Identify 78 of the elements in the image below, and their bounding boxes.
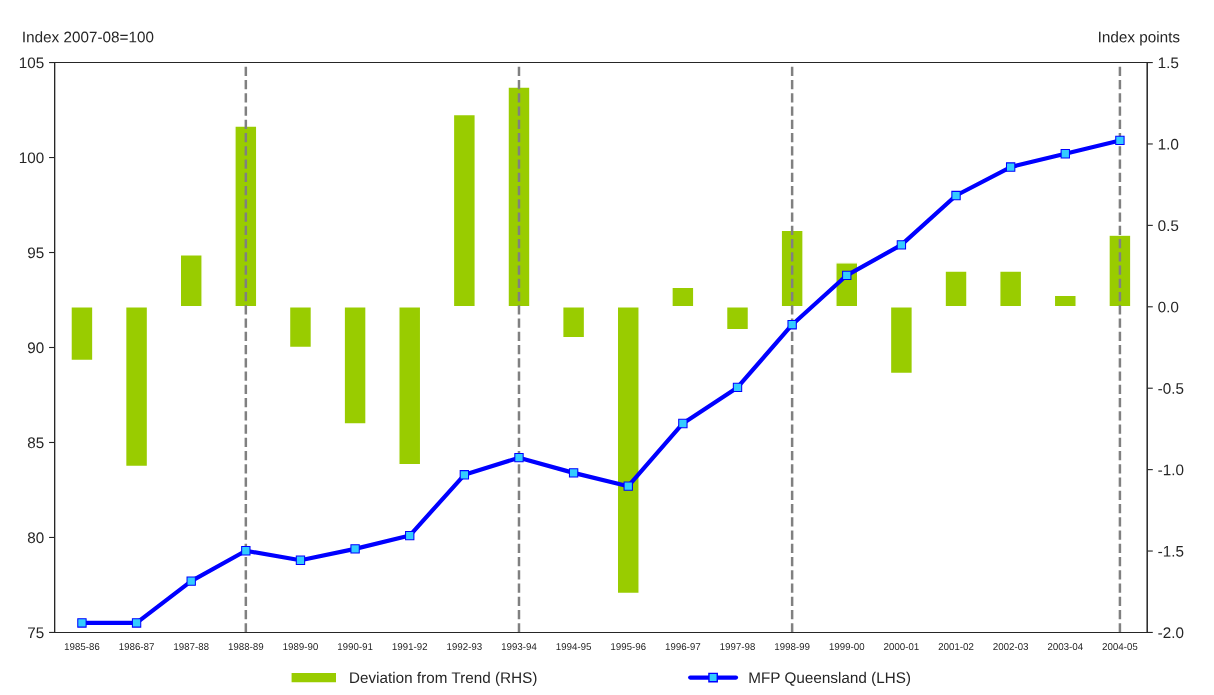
y-tick-label: 80 [27, 532, 44, 544]
x-tick-label: 1986-87 [119, 643, 154, 651]
point [186, 576, 196, 586]
y2-tick-label: 1.0 [1158, 138, 1179, 150]
bar [999, 270, 1023, 308]
point [241, 546, 251, 556]
x-tick-label: 1994-95 [556, 643, 592, 651]
x-tick-label: 2000-01 [884, 643, 919, 651]
y-tick-label: 105 [19, 57, 44, 69]
x-tick-label: 1997-98 [720, 643, 755, 651]
y2-axis-title: Index points [1099, 31, 1180, 46]
bar [944, 270, 968, 308]
y2-tick-label: -0.5 [1158, 383, 1184, 394]
x-tick-label: 1990-91 [338, 643, 373, 651]
point [459, 470, 470, 480]
bar [398, 306, 422, 466]
point [295, 555, 306, 565]
bar [70, 306, 94, 362]
y2-tick-label: 1.5 [1158, 57, 1179, 69]
bar [234, 125, 258, 308]
bar [507, 86, 531, 308]
bar [671, 286, 695, 308]
x-tick-label: 1995-96 [611, 643, 646, 651]
x-tick-label: 1989-90 [283, 643, 318, 651]
x-tick-label: 1993-94 [501, 643, 537, 651]
x-tick-label: 2003-04 [1047, 643, 1083, 651]
y2-tick-label: 0.5 [1158, 220, 1179, 232]
x-tick-label: 1998-99 [775, 643, 810, 651]
x-tick-label: 1992-93 [447, 643, 482, 651]
bar [616, 306, 640, 595]
point [350, 544, 360, 554]
point [896, 240, 907, 250]
x-tick-label: 2004-05 [1102, 643, 1138, 651]
point [568, 468, 579, 478]
point [514, 452, 524, 463]
bar [1053, 294, 1077, 308]
bar [179, 253, 203, 308]
bar [725, 306, 750, 331]
x-tick-label: 1996-97 [665, 643, 701, 651]
y-tick-label: 85 [27, 437, 44, 449]
legend-label: MFP Queensland (LHS) [749, 671, 911, 687]
y-tick-label: 75 [28, 627, 44, 639]
y2-tick-label: -1.0 [1158, 464, 1184, 476]
point [131, 618, 142, 628]
y2-tick-label: 0.0 [1158, 301, 1179, 313]
bar [343, 306, 367, 425]
x-tick-label: 1987-88 [174, 643, 209, 651]
point [732, 382, 743, 393]
point [1115, 135, 1125, 146]
x-tick-label: 1999-00 [829, 643, 865, 651]
x-tick-label: 1988-89 [228, 643, 264, 651]
point [787, 320, 797, 330]
x-tick-label: 1991-92 [392, 643, 428, 651]
bar [561, 306, 586, 339]
point [1005, 162, 1016, 172]
x-tick-label: 2002-03 [993, 643, 1029, 651]
point [77, 618, 87, 628]
y-tick-label: 95 [27, 247, 44, 259]
bar [889, 306, 914, 375]
point [951, 190, 961, 201]
bar [452, 113, 476, 308]
legend-label: Deviation from Trend (RHS) [350, 671, 537, 687]
point [405, 530, 415, 541]
bar [780, 229, 804, 308]
y-tick-label: 90 [27, 342, 44, 354]
y2-tick-label: -2.0 [1158, 627, 1184, 639]
point [1060, 149, 1070, 159]
point [678, 418, 688, 429]
bar [1108, 234, 1132, 308]
point [842, 270, 852, 280]
x-tick-label: 2001-02 [938, 643, 974, 651]
y-axis-title: Index 2007-08=100 [23, 31, 154, 43]
point [623, 481, 633, 491]
bar [288, 306, 313, 349]
y2-tick-label: -1.5 [1158, 546, 1184, 557]
x-tick-label: 1985-86 [64, 643, 100, 651]
y-tick-label: 100 [19, 152, 44, 164]
bar [124, 306, 149, 468]
